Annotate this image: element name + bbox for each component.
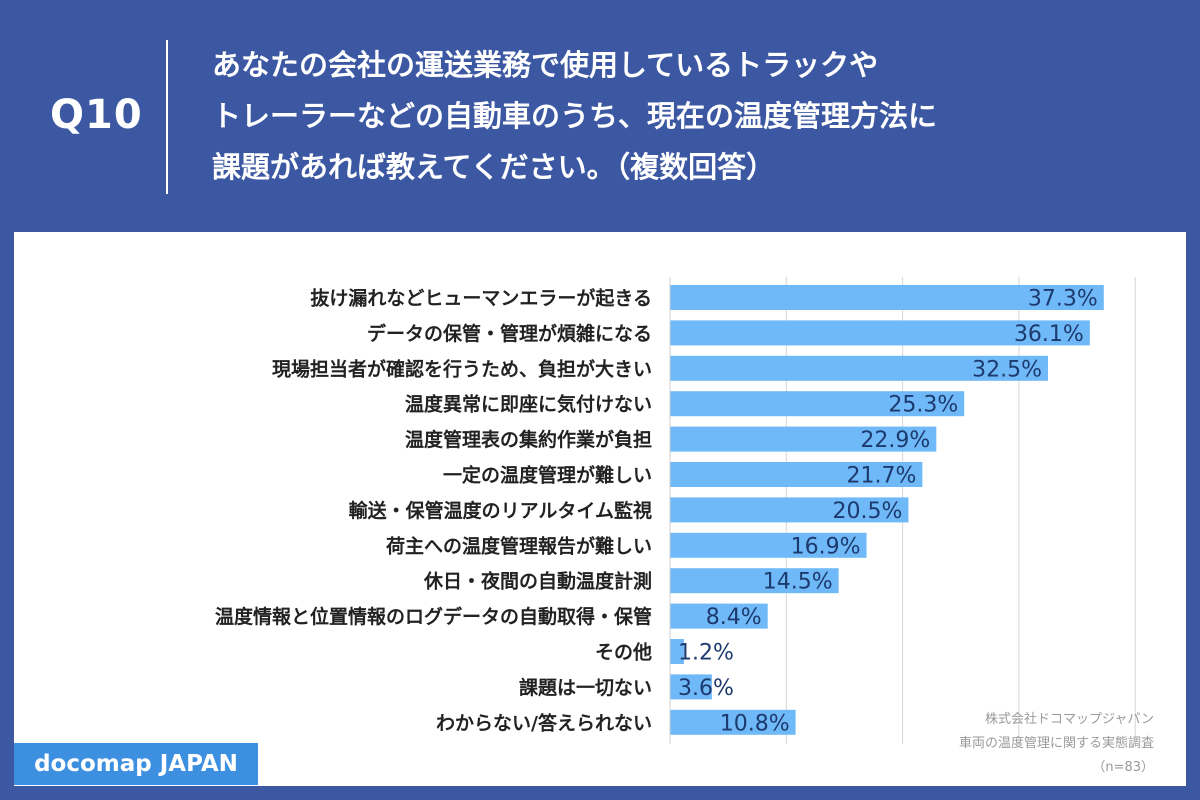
category-label: その他 [595,641,652,664]
category-label: 一定の温度管理が難しい [443,464,652,487]
question-text: あなたの会社の運送業務で使用しているトラックや トレーラーなどの自動車のうち、現… [212,40,1172,193]
value-label: 8.4% [706,605,762,630]
value-label: 20.5% [833,499,903,524]
value-label: 1.2% [678,641,734,666]
value-label: 25.3% [888,393,958,418]
header: Q10 あなたの会社の運送業務で使用しているトラックや トレーラーなどの自動車の… [0,0,1200,232]
category-label: 休日・夜間の自動温度計測 [423,570,652,593]
category-label: 荷主への温度管理報告が難しい [386,534,652,557]
question-number: Q10 [50,92,143,138]
source-note: 株式会社ドコマップジャパン 車両の温度管理に関する実態調査 （n=83） [959,708,1154,780]
value-label: 22.9% [860,428,930,453]
value-label: 16.9% [791,534,861,559]
value-label: 36.1% [1014,322,1084,347]
brand-logo: docomap JAPAN [14,743,258,785]
value-label: 32.5% [972,357,1042,382]
source-survey: 車両の温度管理に関する実態調査 [959,732,1154,756]
category-label: データの保管・管理が煩雑になる [367,322,652,345]
value-label: 3.6% [678,676,734,701]
value-label: 37.3% [1028,287,1098,312]
source-company: 株式会社ドコマップジャパン [959,708,1154,732]
category-label: わからない/答えられない [436,711,652,734]
question-line: 課題があれば教えてください。（複数回答） [212,142,1172,193]
category-label: 課題は一切ない [519,676,652,699]
category-label: 温度情報と位置情報のログデータの自動取得・保管 [215,605,652,628]
question-line: あなたの会社の運送業務で使用しているトラックや [212,40,1172,91]
category-label: 温度管理表の集約作業が負担 [405,428,652,451]
value-label: 10.8% [720,711,790,736]
value-label: 21.7% [846,464,916,489]
value-label: 14.5% [763,570,833,595]
source-sample-size: （n=83） [959,756,1154,780]
category-label: 抜け漏れなどヒューマンエラーが起きる [310,287,652,310]
bar-chart: 抜け漏れなどヒューマンエラーが起きる 37.3% データの保管・管理が煩雑になる 36… [14,232,1186,786]
category-label: 温度異常に即座に気付けない [405,393,652,416]
category-label: 輸送・保管温度のリアルタイム監視 [349,499,652,522]
question-line: トレーラーなどの自動車のうち、現在の温度管理方法に [212,91,1172,142]
chart-panel: 抜け漏れなどヒューマンエラーが起きる 37.3% データの保管・管理が煩雑になる 36… [14,232,1186,786]
category-label: 現場担当者が確認を行うため、負担が大きい [272,357,652,380]
header-divider [166,40,168,194]
